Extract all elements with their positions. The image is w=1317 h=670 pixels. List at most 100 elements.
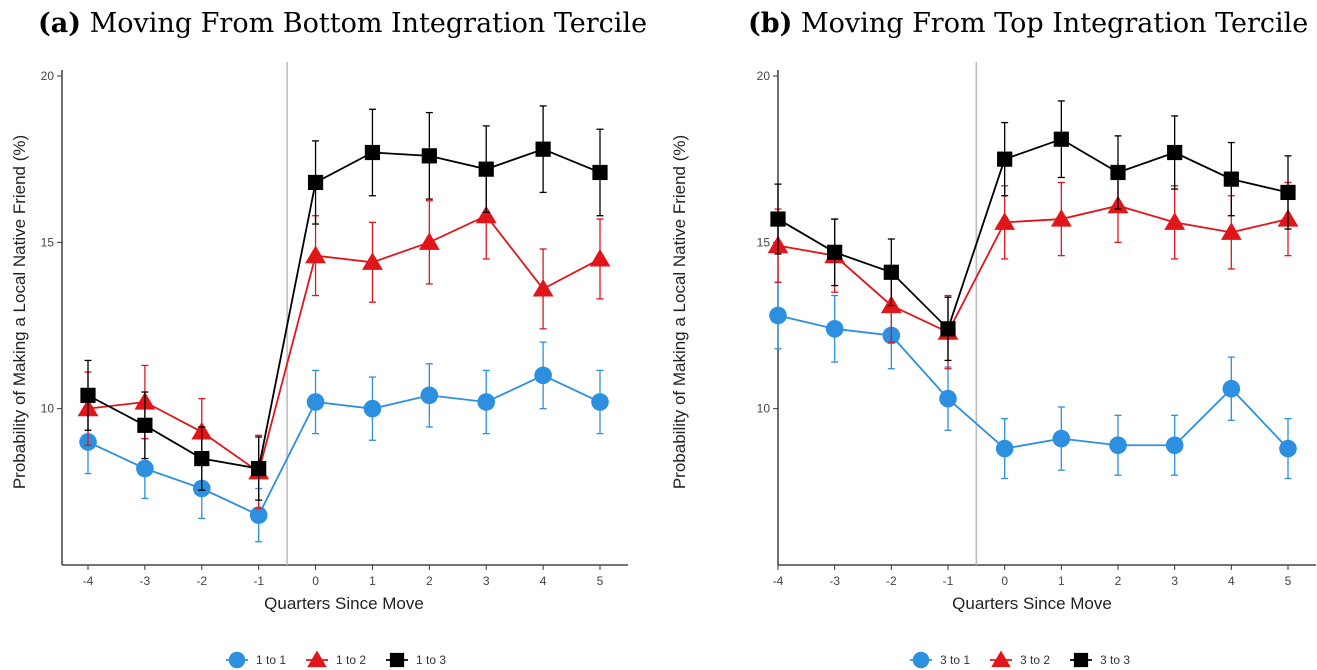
b-series-2-point-0	[770, 211, 786, 227]
b-legend-label-0: 3 to 1	[940, 653, 970, 667]
a-series-2-point-6	[421, 148, 437, 164]
y-axis-label-b: Probability of Making a Local Native Fri…	[670, 135, 689, 489]
b-series-2-point-2	[883, 264, 899, 280]
a-series-2-point-5	[364, 144, 381, 161]
y-axis-label-a: Probability of Making a Local Native Fri…	[10, 135, 29, 489]
b-series-1	[767, 168, 1299, 370]
a-series-1-line	[87, 214, 601, 474]
a-series-0-point-9	[591, 393, 609, 411]
b-series-2-line	[777, 138, 1289, 331]
a-x-tick-label-3: -1	[253, 574, 264, 588]
plot-area-a: 10 15 20 -4 -3 -2 -1 0 1 2 3 4 5	[41, 62, 628, 588]
a-series-2-point-2	[194, 450, 210, 467]
panel-b-title-text: Moving From Top Integration Tercile	[801, 8, 1309, 39]
a-legend-item-0: 1 to 1	[226, 651, 286, 669]
b-x-tick-label-4: 0	[1001, 574, 1008, 588]
x-axis-label-a: Quarters Since Move	[264, 594, 424, 613]
a-y-tick-label-2: 20	[41, 69, 55, 83]
a-series-1-point-8	[532, 278, 554, 297]
a-series-0-point-7	[477, 393, 496, 411]
b-series-2-point-3	[940, 321, 956, 337]
b-y-tick-label-2: 20	[757, 69, 771, 83]
a-series-2-point-7	[478, 161, 494, 177]
a-series-1-point-6	[418, 232, 440, 250]
b-x-tick-label-8: 4	[1228, 574, 1235, 588]
a-legend-marker-0	[228, 651, 246, 669]
panel-a-title: (a) Moving From Bottom Integration Terci…	[38, 8, 647, 39]
b-series-2-point-4	[997, 151, 1013, 167]
b-legend-label-1: 3 to 2	[1020, 653, 1050, 667]
a-series-2-point-1	[137, 417, 153, 433]
a-series-1-point-7	[475, 205, 497, 224]
a-series-2-line	[87, 148, 601, 470]
b-series-0-point-5	[1052, 429, 1071, 448]
b-series-0-point-0	[769, 306, 787, 325]
b-series-2-point-9	[1280, 184, 1296, 201]
b-x-tick-label-9: 5	[1285, 574, 1292, 588]
b-x-tick-label-7: 3	[1171, 574, 1178, 588]
a-x-tick-label-6: 2	[426, 574, 433, 588]
panel-a-letter: (a)	[38, 8, 82, 39]
b-legend-item-1: 3 to 2	[990, 650, 1050, 668]
a-series-1-point-5	[362, 252, 383, 270]
plot-area-b: 10 15 20 -4 -3 -2 -1 0 1 2 3 4 5	[757, 62, 1316, 588]
b-legend-marker-1	[991, 650, 1011, 668]
a-x-tick-label-5: 1	[369, 574, 376, 588]
b-legend-item-2: 3 to 3	[1070, 652, 1130, 668]
b-series-0-point-1	[825, 320, 844, 338]
b-series-1-point-8	[1220, 222, 1242, 240]
a-series-2-point-9	[592, 164, 608, 181]
b-series-2-point-8	[1223, 171, 1239, 187]
b-series-2-point-6	[1110, 164, 1126, 181]
b-x-tick-label-5: 1	[1058, 574, 1065, 588]
b-legend-label-2: 3 to 3	[1100, 653, 1130, 667]
b-series-2	[770, 100, 1296, 362]
a-y-tick-label-0: 10	[41, 402, 55, 416]
a-legend-label-0: 1 to 1	[256, 653, 286, 667]
b-y-tick-label-1: 15	[757, 235, 771, 249]
chart-panel-b: 10 15 20 -4 -3 -2 -1 0 1 2 3 4 5 Probability of Maki…	[670, 62, 1316, 669]
legend-a: 1 to 1 1 to 2 1 to 3	[226, 650, 446, 669]
b-legend-marker-0	[912, 651, 930, 669]
b-series-0-point-4	[995, 439, 1014, 458]
b-series-1-point-4	[994, 212, 1016, 230]
a-y-tick-label-1: 15	[41, 235, 55, 249]
a-series-2-point-4	[307, 174, 324, 191]
a-legend-marker-1	[307, 650, 327, 668]
x-axis-label-b: Quarters Since Move	[952, 594, 1112, 613]
a-legend-item-2: 1 to 3	[386, 652, 446, 668]
a-series-0-point-4	[306, 393, 325, 411]
b-series-0-point-8	[1222, 379, 1241, 398]
a-series-2-point-8	[535, 141, 551, 157]
a-series-2-point-3	[251, 460, 267, 477]
b-series-1-point-5	[1050, 208, 1072, 227]
b-series-0	[769, 281, 1297, 480]
a-series-0-point-3	[249, 506, 268, 524]
a-x-tick-label-8: 4	[540, 574, 547, 588]
b-series-1-line	[777, 204, 1289, 334]
b-y-tick-label-0: 10	[757, 402, 771, 416]
a-x-tick-label-2: -2	[196, 574, 207, 588]
a-series-2-point-0	[80, 387, 96, 403]
panel-b-title: (b) Moving From Top Integration Tercile	[748, 8, 1308, 39]
a-x-tick-label-9: 5	[597, 574, 604, 588]
b-x-tick-label-6: 2	[1115, 574, 1122, 588]
a-legend-label-1: 1 to 2	[336, 653, 366, 667]
a-x-tick-label-0: -4	[83, 574, 94, 588]
a-x-tick-label-1: -3	[140, 574, 151, 588]
chart-panel-a: 10 15 20 -4 -3 -2 -1 0 1 2 3 4 5 Probability of Maki…	[10, 62, 628, 669]
a-x-tick-label-4: 0	[312, 574, 319, 588]
a-series-0-line	[87, 374, 601, 517]
b-x-tick-label-2: -2	[886, 574, 897, 588]
panel-b-letter: (b)	[748, 8, 793, 39]
a-legend-marker-2	[389, 652, 405, 668]
b-series-2-point-5	[1053, 131, 1069, 147]
a-series-1-point-9	[589, 248, 611, 267]
b-x-tick-label-1: -3	[829, 574, 840, 588]
b-series-2-point-7	[1167, 144, 1183, 161]
a-series-0	[79, 341, 609, 543]
b-x-tick-label-0: -4	[773, 574, 784, 588]
a-series-2	[80, 105, 608, 501]
panel-a-title-text: Moving From Bottom Integration Tercile	[89, 8, 648, 39]
b-series-1-point-7	[1164, 212, 1186, 230]
